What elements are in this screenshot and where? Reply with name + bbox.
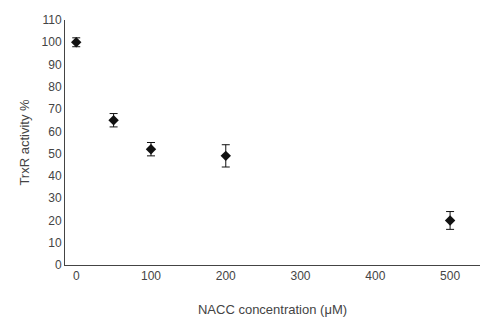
svg-text:50: 50 <box>48 147 62 161</box>
svg-text:500: 500 <box>440 269 460 283</box>
svg-text:70: 70 <box>48 102 62 116</box>
svg-text:90: 90 <box>48 58 62 72</box>
svg-text:10: 10 <box>48 236 62 250</box>
svg-text:100: 100 <box>141 269 161 283</box>
svg-text:20: 20 <box>48 214 62 228</box>
svg-text:300: 300 <box>291 269 311 283</box>
svg-text:60: 60 <box>48 125 62 139</box>
svg-text:110: 110 <box>42 13 61 27</box>
svg-text:100: 100 <box>42 35 62 49</box>
svg-text:30: 30 <box>48 191 62 205</box>
svg-text:80: 80 <box>48 80 62 94</box>
svg-text:0: 0 <box>73 269 80 283</box>
svg-text:40: 40 <box>48 169 62 183</box>
svg-text:0: 0 <box>55 258 62 272</box>
svg-text:200: 200 <box>216 269 236 283</box>
svg-text:TrxR activity %: TrxR activity % <box>17 99 32 186</box>
svg-text:NACC concentration (μM): NACC concentration (μM) <box>198 302 347 317</box>
svg-text:400: 400 <box>365 269 385 283</box>
